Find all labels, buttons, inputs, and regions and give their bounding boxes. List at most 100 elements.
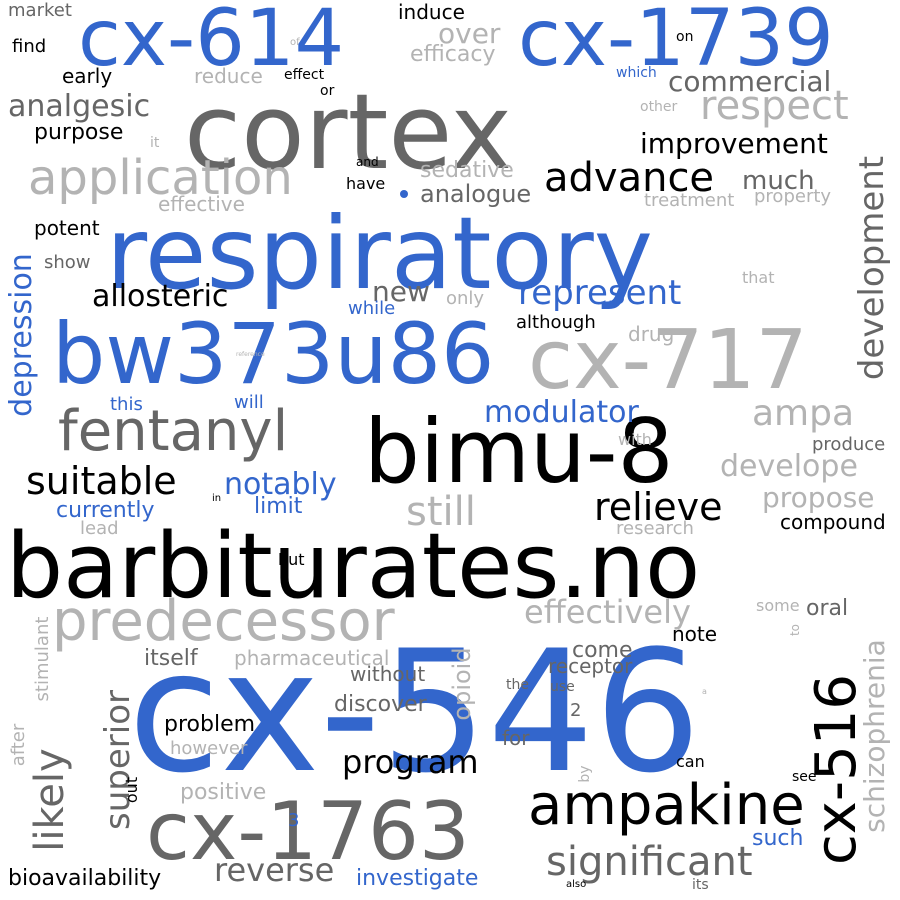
word-effectively: effectively xyxy=(524,593,691,631)
word-predecessor: predecessor xyxy=(52,589,395,654)
word-analgesic: analgesic xyxy=(8,89,151,124)
word-by: by xyxy=(577,765,593,783)
word-cx-717: cx-717 xyxy=(528,313,808,408)
word-cx-546: cx-546 xyxy=(128,614,702,810)
word-much: much xyxy=(742,166,815,196)
stray-dot xyxy=(400,190,408,198)
word-some: some xyxy=(756,596,800,615)
word-for: for xyxy=(502,726,530,750)
word-superior: superior xyxy=(98,690,138,830)
word-come: come xyxy=(572,638,633,663)
word-limit: limit xyxy=(254,494,303,519)
word-induce: induce xyxy=(398,0,465,24)
word-with: with xyxy=(618,430,652,449)
word-opioid: opioid xyxy=(448,647,476,721)
word-pharmaceutical: pharmaceutical xyxy=(234,646,390,670)
word-see: see xyxy=(792,769,817,785)
word-in: in xyxy=(212,493,222,504)
word-however: however xyxy=(170,738,248,759)
word-development: development xyxy=(852,155,892,381)
word-note: note xyxy=(672,622,718,646)
word-ampakine: ampakine xyxy=(528,773,805,838)
word-on: on xyxy=(676,29,694,45)
word-represent: represent xyxy=(518,273,682,313)
word-its: its xyxy=(692,877,709,893)
word-which: which xyxy=(616,65,657,81)
word-modulator: modulator xyxy=(484,395,639,430)
word-significant: significant xyxy=(546,839,753,885)
word-respiratory: respiratory xyxy=(106,195,653,312)
word-potent: potent xyxy=(34,216,100,240)
word-that: that xyxy=(742,268,775,287)
word-oral: oral xyxy=(806,596,849,621)
word-after: after xyxy=(8,723,29,767)
word-property: property xyxy=(754,186,832,207)
word-effective: effective xyxy=(158,192,245,216)
word-stimulant: stimulant xyxy=(32,616,53,702)
word-lead: lead xyxy=(80,518,119,539)
word-commercial: commercial xyxy=(668,65,832,98)
word-currently: currently xyxy=(56,498,155,523)
word-notably: notably xyxy=(224,467,337,502)
word-develope: develope xyxy=(720,449,858,484)
word-reference: reference xyxy=(236,351,265,358)
word-still: still xyxy=(406,489,476,535)
word-respect: respect xyxy=(700,83,849,129)
word-can: can xyxy=(676,752,705,771)
word-produce: produce xyxy=(812,434,886,455)
word-bimu-8: bimu-8 xyxy=(364,400,674,503)
word-this: this xyxy=(110,394,143,415)
word-have: have xyxy=(346,174,386,193)
word-allosteric: allosteric xyxy=(92,279,229,314)
word-while: while xyxy=(348,298,396,319)
word-show: show xyxy=(44,252,91,273)
word-to: to xyxy=(788,623,802,637)
word-research: research xyxy=(616,518,694,539)
word-the: the xyxy=(506,677,529,693)
word-suitable: suitable xyxy=(26,459,177,503)
word-also: also xyxy=(566,879,587,890)
word-early: early xyxy=(62,64,113,88)
word-of: of xyxy=(290,37,300,48)
word-drug: drug xyxy=(628,322,675,346)
word-bioavailability: bioavailability xyxy=(8,866,162,891)
word-analogue: analogue xyxy=(420,180,532,208)
word-effect: effect xyxy=(284,67,325,83)
word-will: will xyxy=(234,392,264,413)
word-a-small: a xyxy=(702,687,707,696)
word-fentanyl: fentanyl xyxy=(58,399,289,464)
word-cx-1763: cx-1763 xyxy=(146,785,470,878)
word-application: application xyxy=(28,150,293,206)
word-likely: likely xyxy=(27,748,73,852)
word-sedative: sedative xyxy=(420,158,514,183)
word-schizophrenia: schizophrenia xyxy=(858,639,891,833)
word-cx-614: cx-614 xyxy=(78,0,345,84)
word-it: it xyxy=(150,135,160,151)
word-itself: itself xyxy=(144,646,198,671)
word-problem: problem xyxy=(164,712,256,737)
word-relieve: relieve xyxy=(594,485,723,529)
word-over: over xyxy=(438,17,501,50)
word-only: only xyxy=(446,288,485,309)
word-reverse: reverse xyxy=(214,851,335,889)
word-efficacy: efficacy xyxy=(410,42,496,67)
word-treatment: treatment xyxy=(644,190,735,211)
word-cx-1739: cx-1739 xyxy=(518,0,834,84)
word-positive: positive xyxy=(180,780,267,805)
word-use: use xyxy=(550,679,575,695)
word-investigate: investigate xyxy=(356,866,479,891)
word-propose: propose xyxy=(762,481,875,514)
word-2: 2 xyxy=(570,700,582,721)
word-without: without xyxy=(350,662,426,686)
word-although: although xyxy=(516,312,596,333)
word-compound: compound xyxy=(780,510,886,534)
word-advance: advance xyxy=(544,155,715,201)
word-out: out xyxy=(122,776,141,804)
word-ampa: ampa xyxy=(752,393,855,434)
word-new: new xyxy=(372,275,430,308)
word-depression: depression xyxy=(4,253,39,417)
word-but: but xyxy=(278,550,305,569)
word-purpose: purpose xyxy=(34,120,124,145)
word-cortex: cortex xyxy=(184,71,513,193)
word-barbiturates: barbiturates.no xyxy=(6,514,701,619)
